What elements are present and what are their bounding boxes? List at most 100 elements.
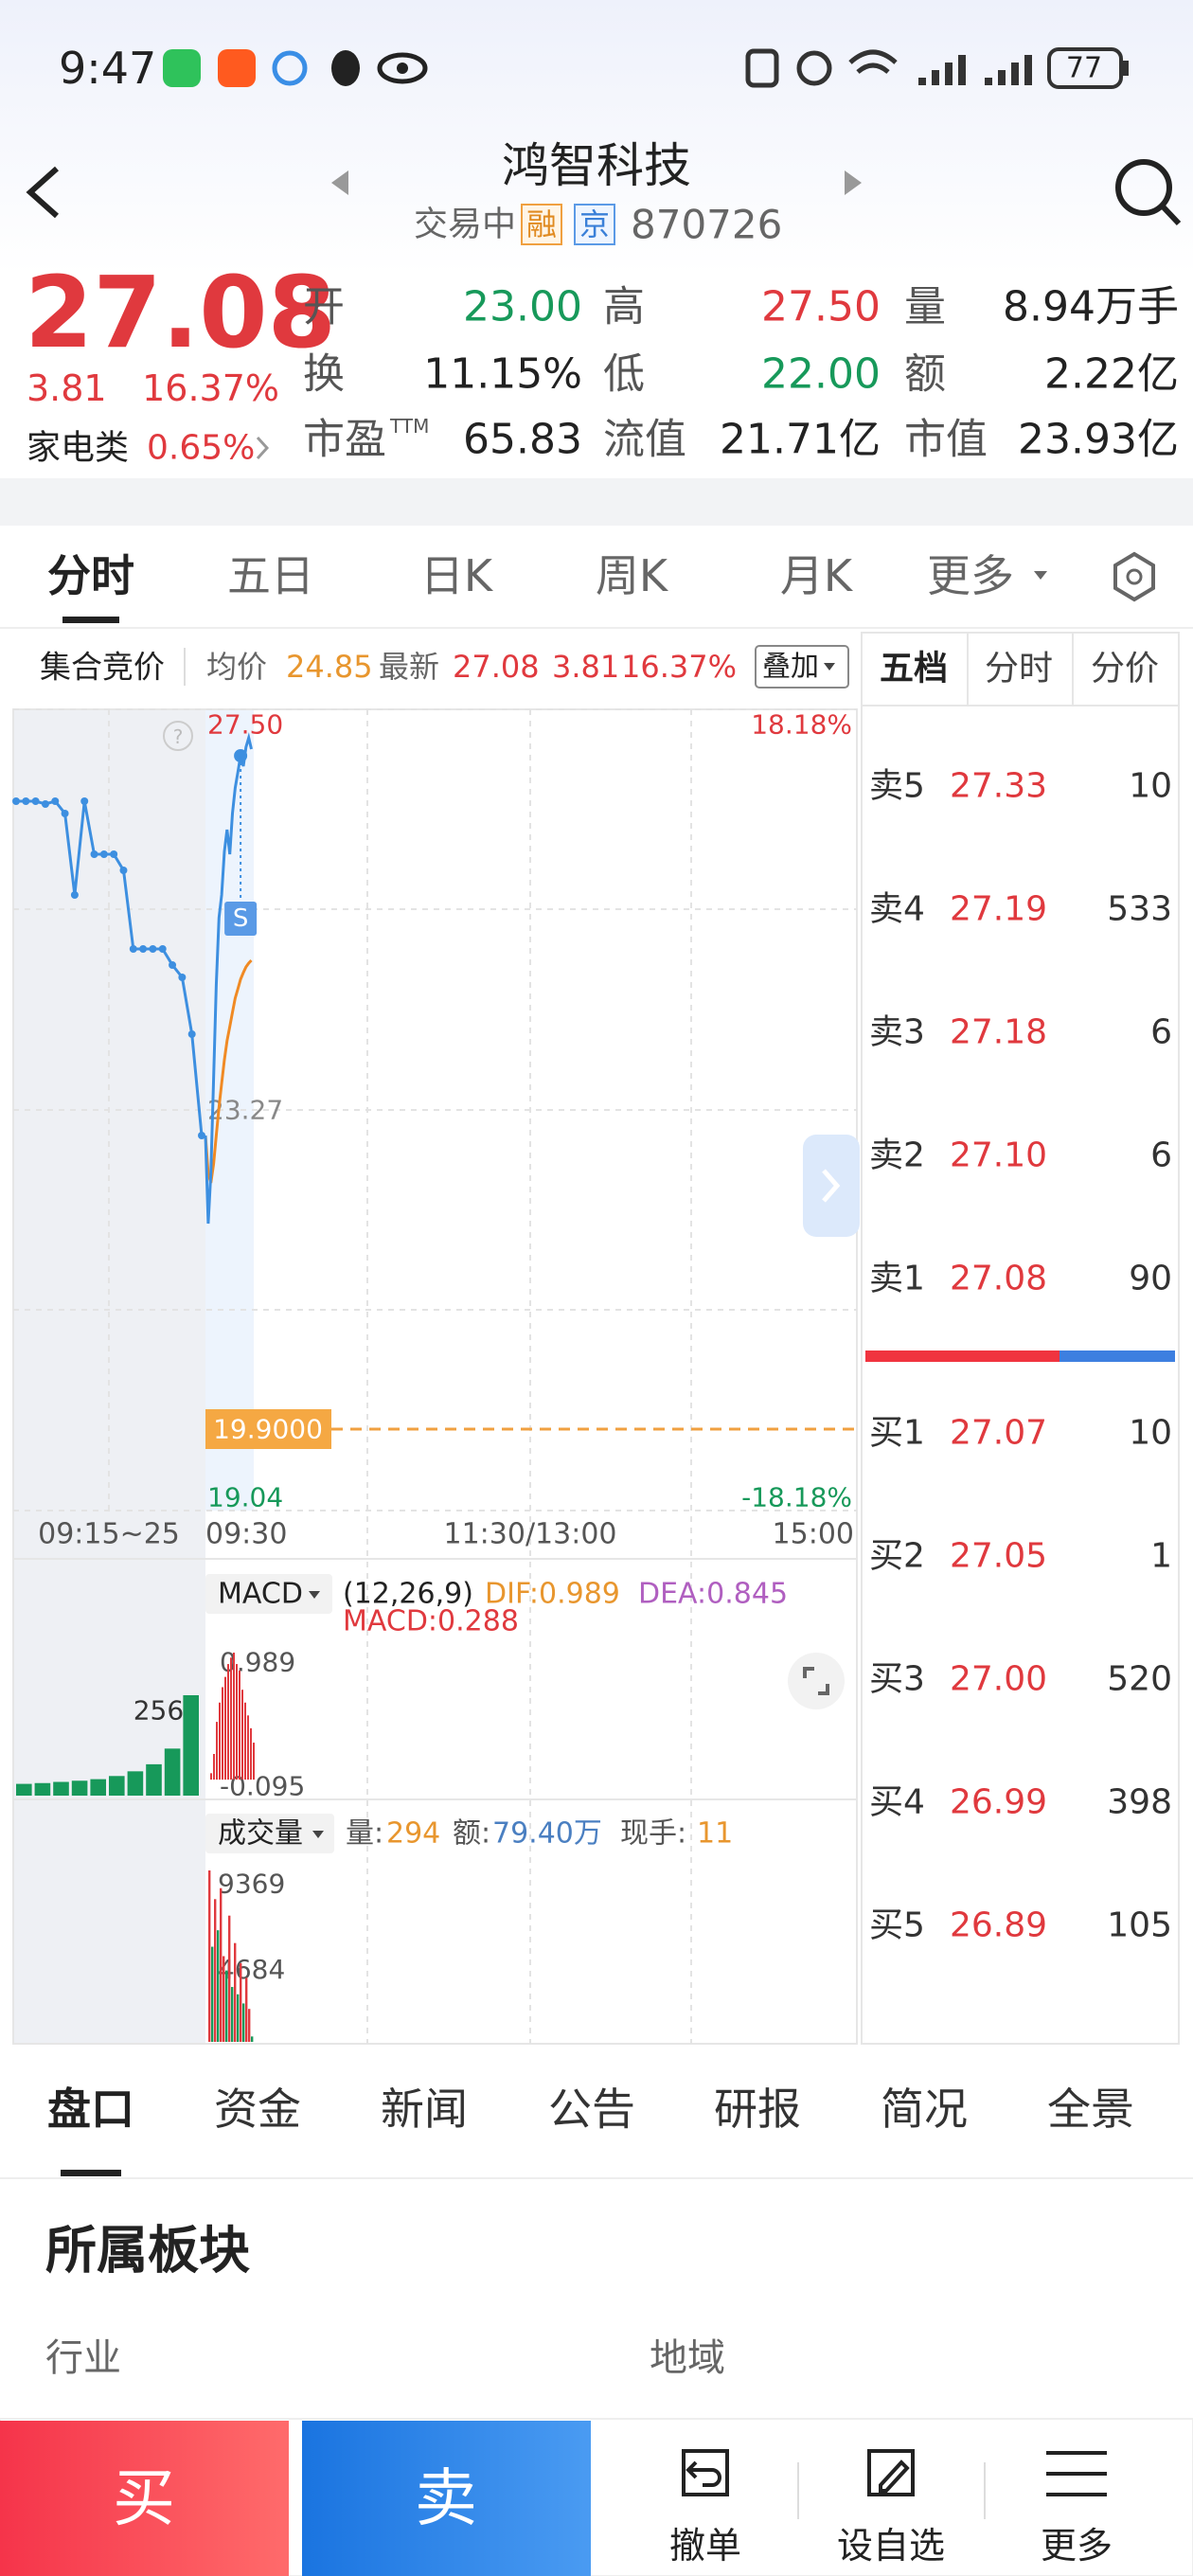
avg-label: 均价 (206, 649, 267, 685)
action-label[interactable]: 设自选 (837, 2525, 945, 2567)
price-dot (22, 797, 30, 805)
action-label[interactable]: 撤单 (669, 2525, 741, 2567)
macd-bar (224, 1676, 226, 1780)
price-dot (90, 850, 98, 858)
msg-icon (272, 50, 308, 86)
buy-label[interactable]: 买 (113, 2462, 175, 2535)
macd-bar (253, 1743, 255, 1780)
last-change: 3.81 (552, 649, 619, 685)
stock-code: 870726 (631, 202, 782, 248)
change: 3.81 (27, 367, 107, 409)
info-tab[interactable]: 新闻 (381, 2084, 468, 2135)
auction-label: 集合竞价 (40, 649, 165, 686)
stat-value: 23.00 (463, 283, 582, 331)
indicator-name[interactable]: MACD (218, 1578, 303, 1611)
watch-icon[interactable] (867, 2449, 915, 2496)
macd-bar (227, 1664, 229, 1780)
bid-ratio (1059, 1351, 1175, 1362)
field-label: 地域 (650, 2336, 725, 2380)
auction-bar (164, 1748, 181, 1796)
auction-bar (127, 1771, 144, 1796)
stock-name: 鸿智科技 (502, 138, 691, 193)
stat-value: 11.15% (423, 350, 582, 399)
book-tab[interactable]: 分时 (985, 650, 1053, 689)
chart-tab[interactable]: 五日 (227, 550, 314, 601)
info-tab[interactable]: 研报 (714, 2084, 801, 2135)
indicator-name[interactable]: 成交量 (218, 1817, 303, 1851)
price-dot (41, 800, 49, 808)
back-button[interactable] (26, 166, 59, 219)
chart-tab[interactable]: 周K (596, 550, 669, 601)
field-label: 行业 (45, 2336, 121, 2380)
tag: 京 (579, 206, 610, 242)
auction-bar (109, 1776, 125, 1796)
price-dot (51, 797, 60, 805)
last-change-pct: 16.37% (621, 649, 737, 685)
chart-tab[interactable]: 日K (420, 550, 494, 601)
trade-status: 交易中 (414, 206, 516, 244)
info-tab[interactable]: 全景 (1047, 2084, 1134, 2135)
info-tab[interactable]: 简况 (881, 2084, 968, 2135)
stat-sup: TTM (389, 415, 429, 438)
vol-label: 量: (346, 1817, 383, 1851)
volume-select[interactable] (205, 1814, 334, 1853)
info-tab[interactable]: 公告 (548, 2084, 635, 2135)
book-tab[interactable]: 分价 (1091, 650, 1159, 689)
search-button[interactable] (1115, 159, 1172, 216)
book-level: 买3 (869, 1660, 925, 1699)
settings-button[interactable] (1113, 551, 1155, 602)
volume-bar (220, 1887, 223, 2042)
price-dot (31, 797, 40, 805)
macd-bar (222, 1687, 223, 1780)
next-stock[interactable] (845, 170, 862, 195)
y-tick-label: 0.989 (220, 1647, 295, 1678)
book-level: 卖1 (869, 1260, 925, 1298)
buy-button[interactable] (0, 2421, 289, 2576)
dropdown-arrow (312, 1831, 324, 1838)
book-price: 27.07 (950, 1414, 1047, 1453)
auction-bg (13, 709, 205, 2044)
fullscreen-button[interactable] (788, 1653, 845, 1709)
help-icon[interactable] (163, 721, 193, 751)
book-tab[interactable]: 五档 (880, 650, 948, 689)
sector[interactable]: 家电类 (27, 429, 129, 468)
price-dot (169, 961, 177, 969)
book-qty: 10 (1129, 767, 1172, 806)
cancel-icon[interactable] (682, 2449, 729, 2496)
macd-select[interactable] (205, 1574, 332, 1614)
more-icon[interactable] (1046, 2451, 1107, 2496)
y-tick-label: 27.50 (207, 709, 283, 741)
pct-label: -18.18% (741, 1482, 852, 1513)
hand-value: 11 (697, 1817, 733, 1851)
volume-bar (231, 1987, 234, 2042)
sell-button[interactable] (302, 2421, 591, 2576)
volume-bar (248, 2009, 251, 2042)
amount-value: 79.40万 (492, 1817, 602, 1851)
chart-tab[interactable]: 月K (780, 550, 854, 601)
prev-stock[interactable] (331, 170, 348, 195)
stat-label: 额 (904, 350, 946, 399)
macd-bar (213, 1753, 215, 1780)
auction-bar (90, 1779, 106, 1796)
book-level: 卖4 (869, 890, 925, 929)
chart-tab[interactable]: 更多 (927, 550, 1014, 601)
volume-bar (242, 2003, 245, 2042)
overlay-label: 叠加 (762, 651, 819, 684)
sell-label[interactable]: 卖 (415, 2462, 477, 2535)
price-dot (80, 797, 89, 805)
info-tab[interactable]: 盘口 (47, 2084, 134, 2135)
info-tab[interactable]: 资金 (214, 2084, 301, 2135)
chart-tab[interactable]: 分时 (47, 550, 134, 601)
eye-pupil (397, 63, 408, 74)
auction-bar (16, 1783, 32, 1796)
overlay-button[interactable] (755, 645, 849, 689)
expand-tab[interactable] (803, 1135, 860, 1237)
eye-icon (377, 52, 428, 84)
indicator-params: (12,26,9) (343, 1578, 473, 1611)
stat-value: 23.93亿 (1018, 416, 1179, 464)
tab-indicator (62, 617, 119, 623)
book-price: 26.89 (950, 1906, 1047, 1945)
volume-bar (211, 1946, 214, 2042)
action-label[interactable]: 更多 (1041, 2525, 1113, 2567)
nfc-icon (745, 48, 779, 88)
